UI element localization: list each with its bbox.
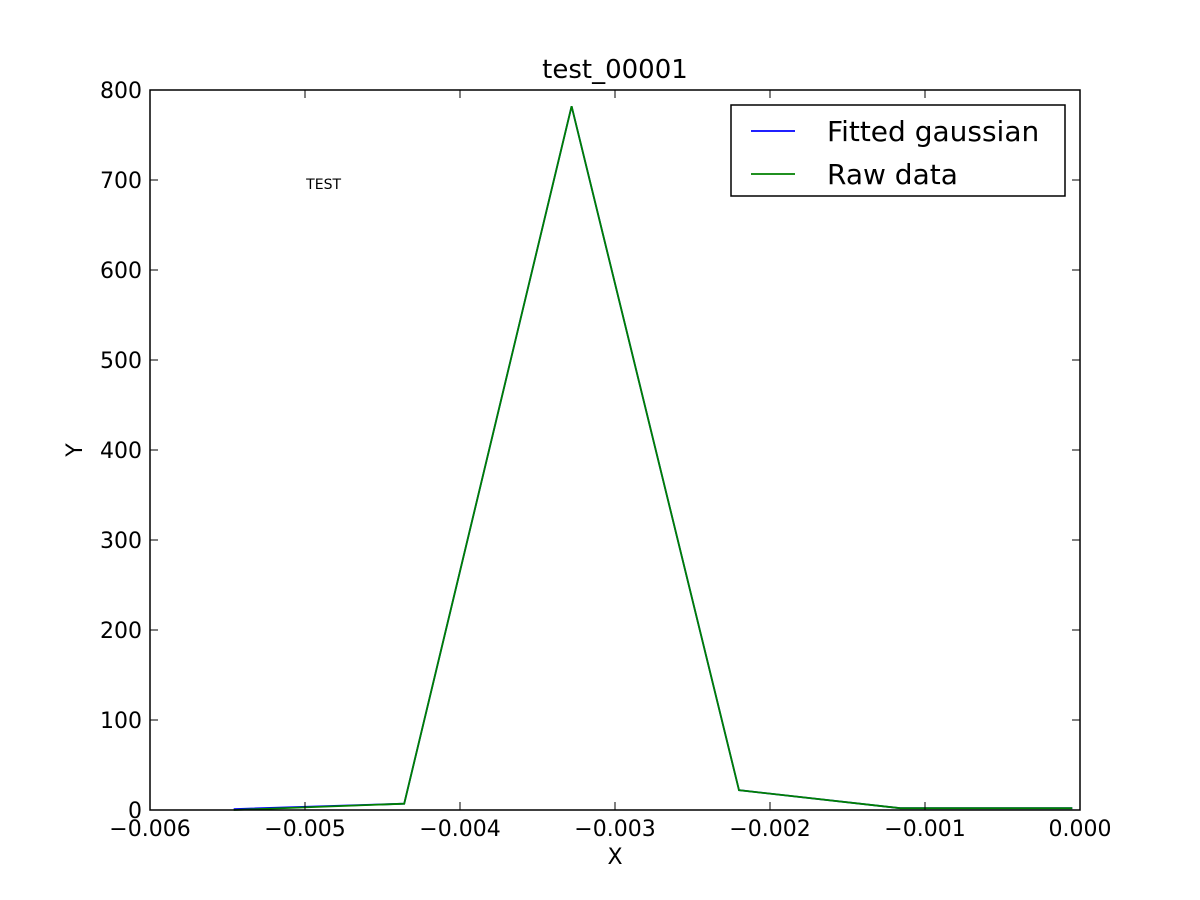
x-tick-label: −0.001 <box>884 817 965 842</box>
series-line-raw-data <box>233 105 1073 811</box>
y-tick-label: 500 <box>100 349 142 374</box>
x-tick-label: 0.000 <box>1049 817 1112 842</box>
annotation-layer: TEST <box>305 177 341 193</box>
y-tick-label: 700 <box>100 169 142 194</box>
series-layer <box>233 105 1073 811</box>
legend: Fitted gaussian Raw data <box>730 104 1066 197</box>
y-tick-label: 0 <box>128 799 142 824</box>
y-tick-label: 100 <box>100 709 142 734</box>
y-tick-label: 400 <box>100 439 142 464</box>
legend-label: Raw data <box>827 158 958 191</box>
x-tick-label: −0.002 <box>729 817 810 842</box>
x-tick-label: −0.005 <box>264 817 345 842</box>
tick-layer: −0.006 −0.005 −0.004 −0.003 −0.002 −0.001 0.00… <box>100 79 1111 842</box>
y-tick-label: 300 <box>100 529 142 554</box>
y-axis-title: Y <box>63 443 88 458</box>
x-tick-label: −0.006 <box>109 817 190 842</box>
chart-title: test_00001 <box>542 55 688 85</box>
y-tick-label: 200 <box>100 619 142 644</box>
y-tick-label: 600 <box>100 259 142 284</box>
legend-label: Fitted gaussian <box>827 115 1039 148</box>
plot-area-frame <box>149 89 1081 811</box>
y-tick-label: 800 <box>100 79 142 104</box>
annotation-text: TEST <box>305 177 341 193</box>
x-tick-label: −0.004 <box>419 817 500 842</box>
x-axis-title: X <box>607 845 622 870</box>
legend-frame <box>730 104 1066 197</box>
x-tick-label: −0.003 <box>574 817 655 842</box>
